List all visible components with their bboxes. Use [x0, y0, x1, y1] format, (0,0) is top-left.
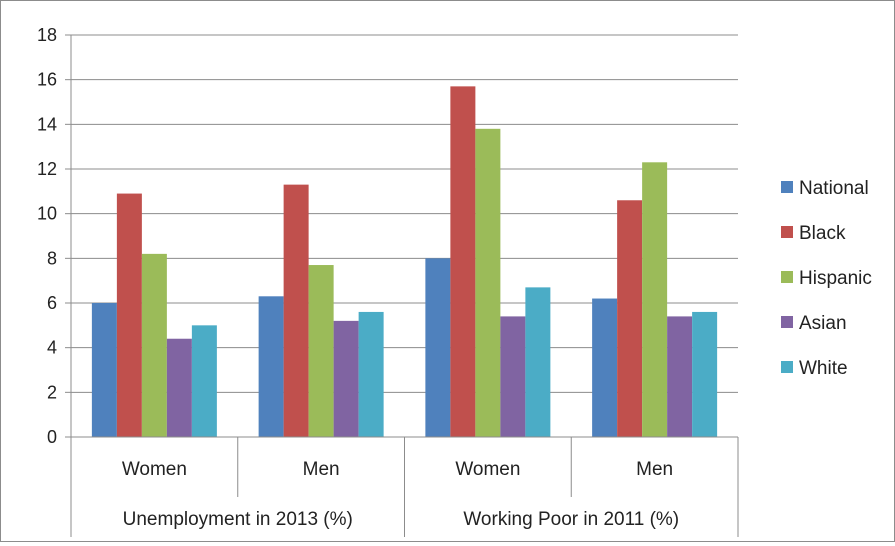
legend-label-asian: Asian: [799, 313, 847, 334]
bar-black-0: [116, 193, 142, 437]
x-group-label: Unemployment in 2013 (%): [123, 509, 353, 530]
bar-white-1: [358, 311, 384, 437]
legend-label-white: White: [799, 358, 848, 379]
bar-national-2: [425, 258, 451, 437]
bar-white-2: [525, 287, 551, 437]
legend-label-black: Black: [799, 223, 846, 244]
legend-swatch-white: [781, 361, 793, 373]
legend-label-national: National: [799, 178, 869, 199]
y-tick-label: 6: [47, 293, 57, 313]
y-tick-label: 0: [47, 427, 57, 447]
bar-hispanic-1: [308, 265, 334, 437]
bar-white-0: [191, 325, 217, 437]
bar-asian-3: [667, 316, 693, 437]
bars: [91, 86, 718, 438]
bar-black-2: [450, 86, 476, 437]
x-category-label: Men: [636, 459, 673, 480]
bar-hispanic-2: [475, 128, 501, 438]
y-tick-label: 16: [37, 70, 57, 90]
y-tick-label: 18: [37, 25, 57, 45]
x-axis-labels: Women Men Women Men Unemployment in 2013 (%)…: [122, 459, 679, 530]
bar-national-0: [91, 303, 117, 437]
bar-national-1: [258, 296, 284, 437]
bar-hispanic-3: [642, 162, 668, 438]
x-group-label: Working Poor in 2011 (%): [463, 509, 679, 530]
bar-white-3: [692, 311, 718, 437]
x-category-label: Men: [303, 459, 340, 480]
legend: National Black Hispanic Asian White: [781, 178, 872, 379]
axes: [70, 35, 739, 537]
y-tick-label: 4: [47, 338, 57, 358]
y-tick-label: 8: [47, 248, 57, 268]
bar-black-1: [283, 184, 309, 437]
bar-asian-1: [333, 320, 359, 437]
bar-black-3: [617, 200, 643, 437]
legend-label-hispanic: Hispanic: [799, 268, 872, 289]
bar-national-3: [592, 298, 618, 437]
y-tick-label: 2: [47, 382, 57, 402]
x-category-label: Women: [455, 459, 520, 480]
y-tick-label: 10: [37, 204, 57, 224]
legend-swatch-asian: [781, 316, 793, 328]
legend-swatch-hispanic: [781, 271, 793, 283]
legend-swatch-national: [781, 181, 793, 193]
legend-swatch-black: [781, 226, 793, 238]
y-tick-label: 12: [37, 159, 57, 179]
y-axis-ticks: 0 2 4 6 8 10 12 14 16 18: [37, 25, 71, 447]
bar-asian-0: [166, 338, 192, 437]
bar-hispanic-0: [141, 253, 167, 437]
x-category-label: Women: [122, 459, 187, 480]
bar-asian-2: [500, 316, 526, 437]
y-tick-label: 14: [37, 114, 57, 134]
